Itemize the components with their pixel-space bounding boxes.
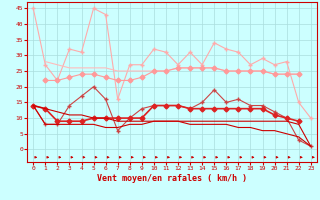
X-axis label: Vent moyen/en rafales ( km/h ): Vent moyen/en rafales ( km/h ): [97, 174, 247, 183]
